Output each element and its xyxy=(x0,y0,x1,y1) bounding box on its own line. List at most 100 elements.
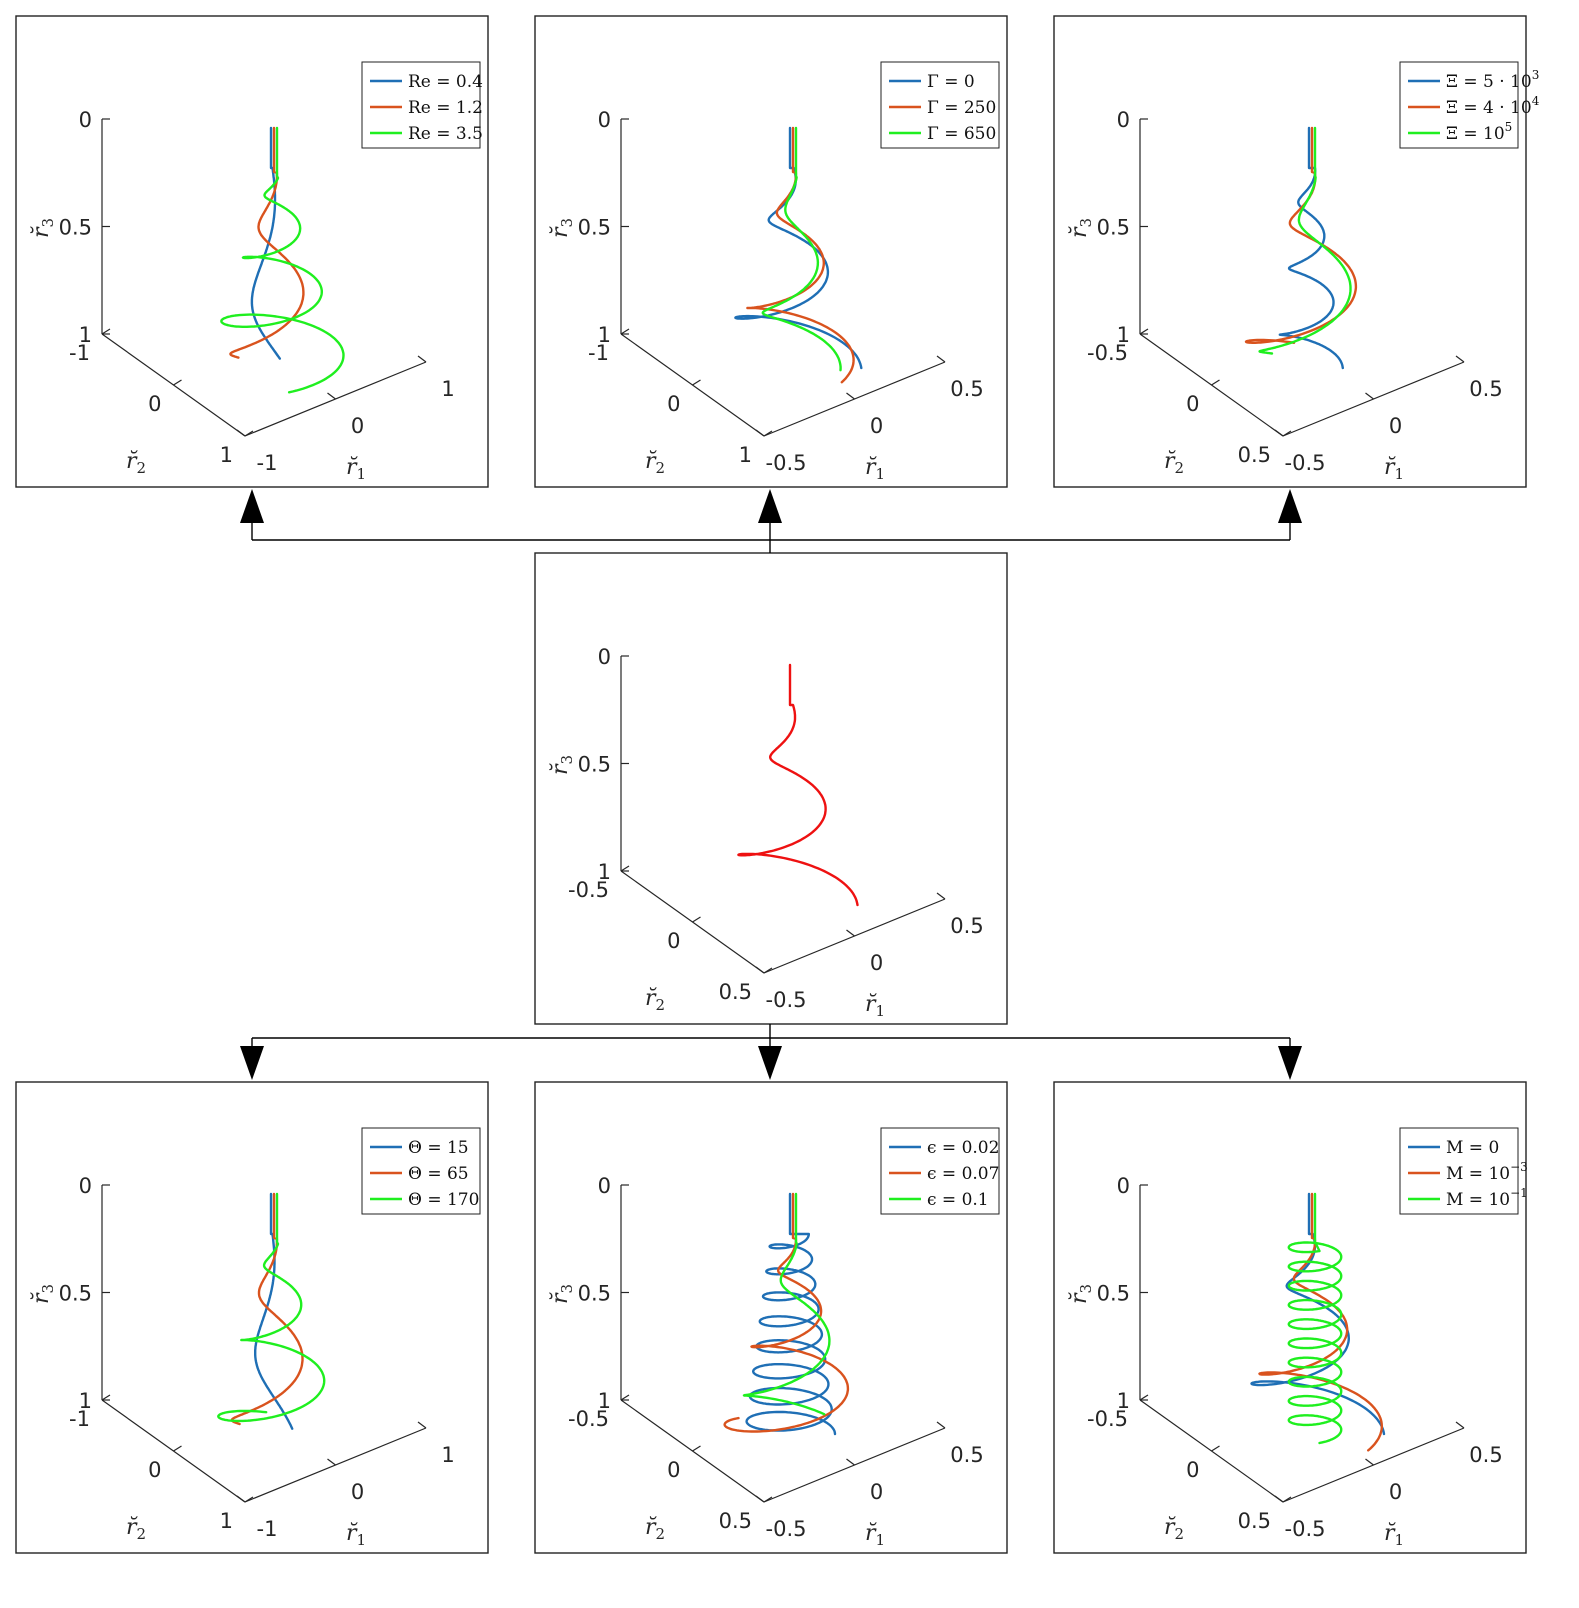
z-tick-label: 0 xyxy=(598,108,611,132)
y-tick-label: -0.5 xyxy=(568,878,609,902)
y-tick-mark xyxy=(244,430,254,437)
arrow-up-middle xyxy=(758,489,782,523)
x-tick-mark xyxy=(417,355,427,363)
legend: Θ = 15 Θ = 65 Θ = 170 xyxy=(361,1127,481,1215)
axes-box: 00.51-101 -101 xyxy=(59,108,455,475)
legend-entry: ϵ = 0.07 xyxy=(927,1164,999,1184)
x-tick-mark xyxy=(327,1458,336,1466)
x-tick-label: -1 xyxy=(257,451,278,475)
legend-entry: Γ = 650 xyxy=(927,124,996,144)
z-tick-label: 0 xyxy=(79,108,92,132)
y-tick-label: 0 xyxy=(667,929,680,953)
x-tick-mark xyxy=(846,1458,855,1466)
z-tick-label: 1 xyxy=(79,1389,92,1413)
legend-entry: Ξ = 105 xyxy=(1446,120,1512,144)
x-tick-label: 0 xyxy=(351,1480,364,1504)
y-tick-label: 1 xyxy=(220,443,233,467)
y-tick-mark xyxy=(692,379,701,386)
y-tick-label: 0 xyxy=(667,392,680,416)
y-tick-mark xyxy=(1211,1445,1220,1452)
x-tick-label: 0 xyxy=(870,951,883,975)
legend-entry: Θ = 65 xyxy=(408,1164,469,1184)
arrow-up-right xyxy=(1278,489,1302,523)
z-tick-label: 0 xyxy=(598,1174,611,1198)
legend-entry: ϵ = 0.02 xyxy=(927,1138,999,1158)
x-tick-mark xyxy=(236,429,246,437)
axes-box: 00.51-101 -0.500.5 xyxy=(578,108,984,475)
axes-box: 00.51-0.500.5 -0.500.5 xyxy=(1087,108,1503,475)
y-axis-label: r̆2 xyxy=(645,1515,665,1543)
x-tick-mark xyxy=(1365,392,1374,400)
x-axis-label: r̆1 xyxy=(346,455,366,483)
y-tick-mark xyxy=(692,916,701,923)
legend: M = 0M = 10−3M = 10−1 xyxy=(1399,1127,1528,1215)
z-tick-label: 0 xyxy=(79,1174,92,1198)
y-axis-label: r̆2 xyxy=(126,1515,146,1543)
z-tick-label: 0.5 xyxy=(578,216,611,240)
z-tick-label: 0 xyxy=(598,645,611,669)
x-tick-label: -0.5 xyxy=(766,988,807,1012)
z-axis-label: r̆3 xyxy=(1067,1284,1095,1304)
y-tick-label: -0.5 xyxy=(568,1407,609,1431)
y-tick-label: 1 xyxy=(220,1509,233,1533)
x-tick-mark xyxy=(755,429,765,437)
x-tick-mark xyxy=(327,392,336,400)
legend-entry: M = 0 xyxy=(1446,1138,1499,1158)
y-tick-label: -0.5 xyxy=(1087,341,1128,365)
z-tick-label: 0 xyxy=(1117,108,1130,132)
z-tick-label: 1 xyxy=(79,323,92,347)
axes-box: 00.51-0.500.5 -0.500.5 xyxy=(568,645,984,1012)
z-axis-label: r̆3 xyxy=(548,218,576,238)
x-tick-label: 0 xyxy=(351,414,364,438)
x-tick-label: 0.5 xyxy=(1469,377,1502,401)
legend: Re = 0.4 Re = 1.2 Re = 3.5 xyxy=(361,61,483,149)
y-tick-label: 0 xyxy=(148,392,161,416)
legend-entry: Θ = 170 xyxy=(408,1190,479,1210)
y-tick-label: 0.5 xyxy=(1238,1509,1271,1533)
y-tick-label: 1 xyxy=(739,443,752,467)
connector-arrows xyxy=(240,489,1302,1080)
axes-box: 00.51-101 -101 xyxy=(59,1174,455,1541)
series-line-green xyxy=(761,126,842,372)
legend-entry: Re = 3.5 xyxy=(408,124,483,144)
x-tick-label: 1 xyxy=(441,377,454,401)
x-tick-label: 0 xyxy=(870,414,883,438)
y-tick-mark xyxy=(692,1445,701,1452)
x-tick-mark xyxy=(755,1495,765,1503)
y-tick-mark xyxy=(244,1496,254,1503)
z-tick-label: 0.5 xyxy=(59,1282,92,1306)
curves xyxy=(1250,1192,1386,1452)
y-axis-label: r̆2 xyxy=(645,449,665,477)
y-tick-mark xyxy=(620,1394,630,1401)
x-tick-mark xyxy=(417,1421,427,1429)
series-line-orange xyxy=(229,126,305,359)
legend-box xyxy=(361,61,481,149)
x-axis-label: r̆1 xyxy=(865,992,885,1020)
series-line-green xyxy=(220,126,345,394)
series-line-green xyxy=(217,1192,326,1423)
x-tick-label: 0 xyxy=(870,1480,883,1504)
z-tick-label: 0.5 xyxy=(59,216,92,240)
curves xyxy=(737,663,859,907)
x-tick-mark xyxy=(936,892,946,900)
chart-panel-bottom-middle: 00.51-0.500.5 -0.500.5r̆3r̆2 r̆1ϵ = 0.02ϵ … xyxy=(534,1081,1008,1554)
y-tick-mark xyxy=(620,328,630,335)
curves xyxy=(220,126,345,394)
x-tick-label: -0.5 xyxy=(1285,1517,1326,1541)
arrow-down-left xyxy=(240,1046,264,1080)
x-tick-mark xyxy=(1455,355,1465,363)
legend: ϵ = 0.02 ϵ = 0.07 ϵ = 0.1 xyxy=(880,1127,1000,1215)
series-line-orange xyxy=(1244,126,1358,344)
z-tick-label: 0.5 xyxy=(578,1282,611,1306)
x-axis-label: r̆1 xyxy=(865,455,885,483)
x-axis-label: r̆1 xyxy=(1384,1521,1404,1549)
series-line-orange xyxy=(746,126,855,384)
y-axis-label: r̆2 xyxy=(1164,449,1184,477)
y-tick-mark xyxy=(620,865,630,872)
axes-box: 00.51-0.500.5 -0.500.5 xyxy=(1087,1174,1503,1541)
z-axis-label: r̆3 xyxy=(548,1284,576,1304)
